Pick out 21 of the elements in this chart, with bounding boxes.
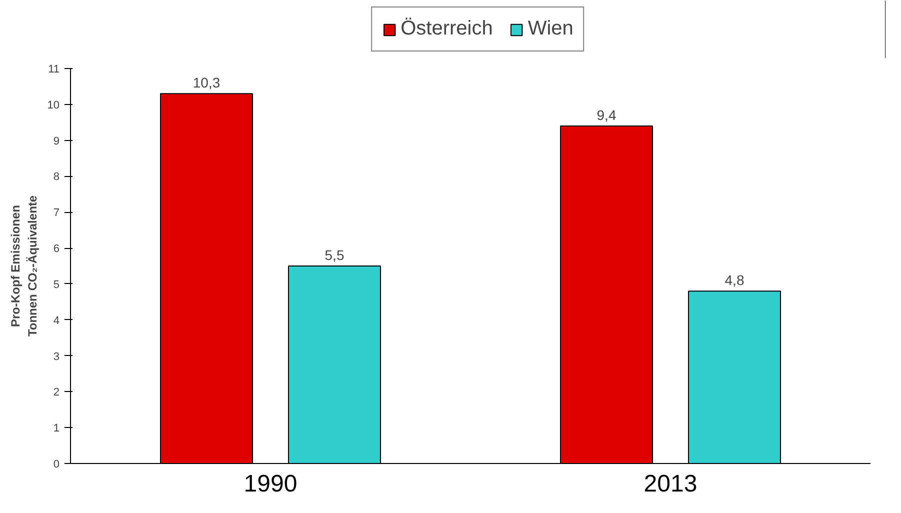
legend-label: Österreich — [400, 18, 493, 40]
y-tick-label: 6 — [53, 243, 60, 256]
y-tick-label: 5 — [53, 278, 60, 291]
y-tick-label: 0 — [53, 458, 60, 470]
y-axis-title: Pro-Kopf Emissionen Tonnen CO₂-Äquivalente — [8, 195, 40, 337]
x-tick-label: 2013 — [644, 470, 698, 498]
data-label: 4,8 — [724, 272, 744, 288]
y-tick-label: 4 — [53, 314, 60, 327]
y-tick-label: 7 — [53, 207, 60, 220]
data-label: 5,5 — [324, 247, 344, 263]
y-tick-label: 11 — [48, 64, 60, 76]
y-tick-label: 10 — [47, 99, 60, 112]
legend-label: Wien — [528, 18, 574, 40]
x-tick-label: 1990 — [244, 470, 298, 498]
y-tick-label: 9 — [53, 135, 60, 148]
y-tick-label: 3 — [53, 350, 60, 363]
y-tick-label: 1 — [53, 422, 60, 435]
data-label: 10,3 — [192, 74, 220, 91]
data-label: 9,4 — [596, 106, 616, 123]
y-tick-label: 2 — [53, 386, 60, 399]
y-tick-label: 8 — [53, 171, 60, 184]
